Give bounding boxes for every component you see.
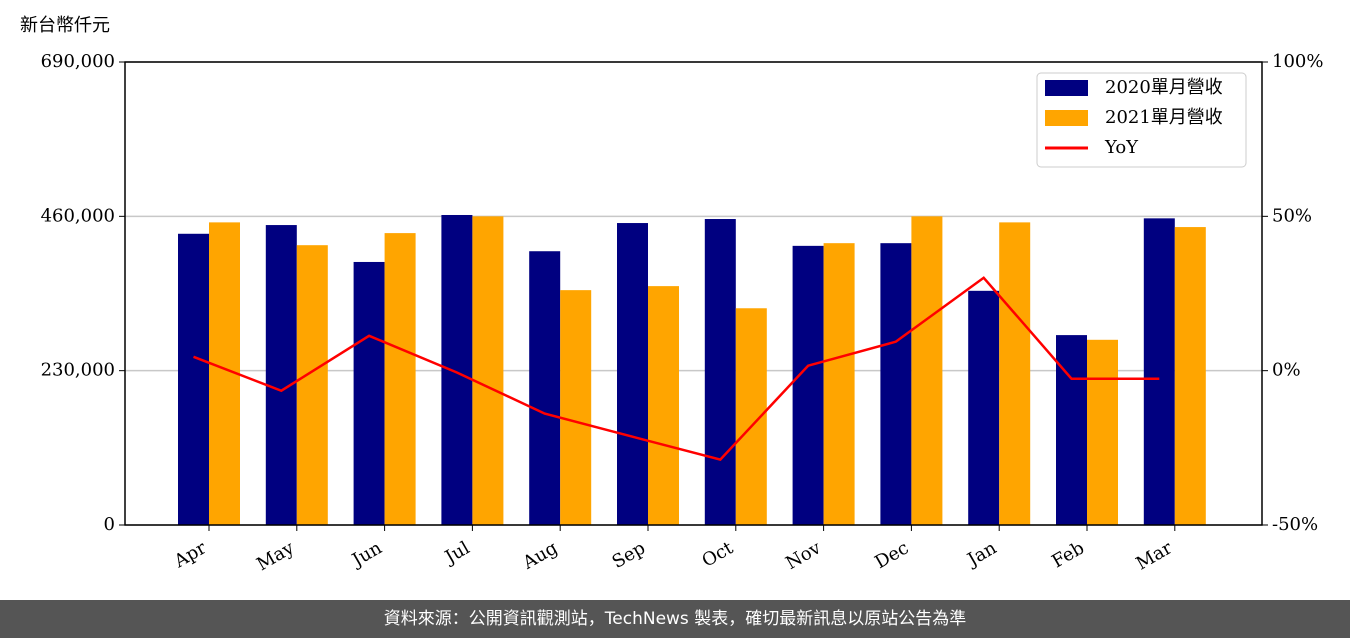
bar xyxy=(617,223,648,526)
plot-frame xyxy=(124,61,1263,526)
y-tick-label: 230,000 xyxy=(41,360,115,381)
x-tick-label: Jan xyxy=(962,537,1000,571)
bar xyxy=(968,290,1000,525)
legend-label: 2020單月營收 xyxy=(1105,77,1223,98)
y-unit-label: 新台幣仟元 xyxy=(20,15,110,36)
y-tick-label: 690,000 xyxy=(41,51,115,72)
bar xyxy=(265,225,297,525)
x-tick-label: Jul xyxy=(440,537,474,569)
bar xyxy=(472,216,504,526)
footer: 資料來源：公開資訊觀測站，TechNews 製表，確切最新訊息以原站公告為準 xyxy=(0,600,1350,638)
bar xyxy=(353,261,385,525)
x-tick-label: Feb xyxy=(1048,537,1088,572)
bar xyxy=(441,214,473,525)
legend-swatch xyxy=(1045,80,1088,96)
chart: 新台幣仟元 -50% 0% 50% 100% 0 230,000 460,000 690,00… xyxy=(20,15,1323,575)
line xyxy=(193,276,1160,461)
bar xyxy=(384,233,416,525)
bar xyxy=(1174,227,1206,525)
bar xyxy=(560,290,592,525)
bar xyxy=(792,245,824,525)
x-tick-label: Oct xyxy=(699,537,738,572)
bar xyxy=(1143,218,1175,525)
bar xyxy=(1056,335,1087,525)
x-tick-label: Jun xyxy=(347,537,386,572)
x-tick-label: Mar xyxy=(1133,537,1177,574)
bar xyxy=(296,245,328,525)
x-tick-label: Sep xyxy=(609,537,649,572)
bar xyxy=(1087,339,1118,525)
x-tick-label: Aug xyxy=(519,537,562,574)
bar xyxy=(880,243,912,525)
bar xyxy=(704,219,736,525)
bar xyxy=(648,286,679,525)
y-tick-label: 0 xyxy=(104,514,115,535)
y2-tick-label: 100% xyxy=(1272,51,1323,72)
x-tick-label: May xyxy=(253,537,298,575)
bar xyxy=(823,243,855,525)
legend-label: YoY xyxy=(1104,137,1139,158)
x-tick-label: Dec xyxy=(871,537,912,573)
y2-tick-label: 50% xyxy=(1272,205,1312,226)
x-tick-label: Apr xyxy=(170,537,210,572)
bar xyxy=(178,233,209,525)
bar xyxy=(911,216,943,526)
bar xyxy=(529,251,561,526)
y-tick-label: 460,000 xyxy=(41,205,115,226)
legend-box xyxy=(1036,72,1247,168)
legend-label: 2021單月營收 xyxy=(1105,107,1223,128)
y2-tick-label: -50% xyxy=(1272,514,1318,535)
x-tick-label: Nov xyxy=(782,537,825,574)
y2-tick-label: 0% xyxy=(1272,360,1301,381)
bar xyxy=(999,222,1031,525)
legend-swatch xyxy=(1045,110,1088,126)
